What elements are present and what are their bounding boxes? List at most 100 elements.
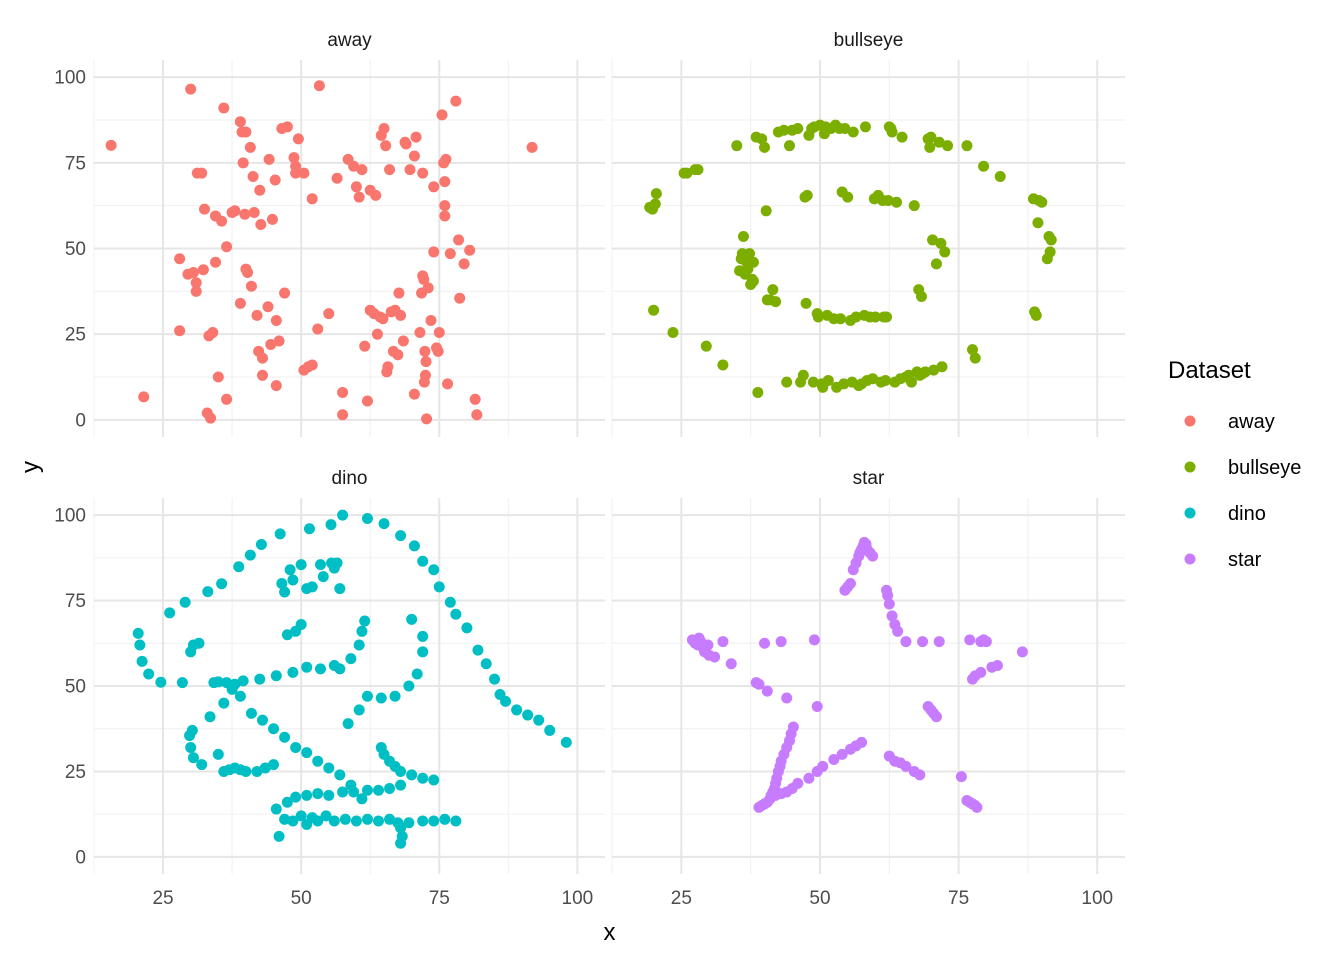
- data-point-dino: [417, 815, 429, 827]
- data-point-dino: [132, 627, 144, 639]
- data-point-dino: [417, 772, 429, 784]
- data-point-away: [292, 133, 304, 145]
- data-point-dino: [184, 730, 196, 742]
- data-point-bullseye: [744, 248, 756, 260]
- data-point-bullseye: [650, 188, 662, 200]
- y-tick-label: 100: [54, 506, 86, 527]
- data-point-dino: [295, 618, 307, 630]
- data-point-bullseye: [800, 297, 812, 309]
- data-point-bullseye: [915, 290, 927, 302]
- data-point-away: [408, 150, 420, 162]
- data-point-dino: [259, 762, 271, 774]
- data-point-away: [174, 325, 186, 337]
- data-point-bullseye: [930, 258, 942, 270]
- data-point-dino: [317, 571, 329, 583]
- data-point-dino: [212, 676, 224, 688]
- data-point-away: [410, 131, 422, 143]
- data-point-away: [138, 391, 150, 403]
- data-point-star: [817, 760, 829, 772]
- data-point-dino: [312, 788, 324, 800]
- data-point-bullseye: [822, 374, 834, 386]
- data-point-bullseye: [978, 160, 990, 172]
- data-point-bullseye: [752, 386, 764, 398]
- data-point-dino: [234, 690, 246, 702]
- data-point-dino: [461, 622, 473, 634]
- x-tick-label: 100: [1081, 888, 1113, 909]
- data-point-away: [359, 340, 371, 352]
- data-point-dino: [356, 793, 368, 805]
- data-point-dino: [444, 596, 456, 608]
- data-point-star: [882, 589, 894, 601]
- x-tick-label: 50: [291, 888, 312, 909]
- data-point-star: [964, 634, 976, 646]
- data-point-bullseye: [767, 284, 779, 296]
- data-point-away: [432, 345, 444, 357]
- data-point-away: [265, 338, 277, 350]
- data-point-away: [419, 369, 431, 381]
- data-point-bullseye: [969, 352, 981, 364]
- data-point-away: [254, 184, 266, 196]
- data-point-bullseye: [781, 376, 793, 388]
- legend-label-away: away: [1228, 411, 1275, 433]
- data-point-dino: [301, 661, 313, 673]
- data-point-bullseye: [731, 140, 743, 152]
- data-point-star: [914, 769, 926, 781]
- data-point-dino: [290, 742, 302, 754]
- data-point-away: [269, 174, 281, 186]
- data-point-dino: [450, 815, 462, 827]
- data-point-away: [377, 313, 389, 325]
- data-point-away: [240, 126, 252, 138]
- data-point-dino: [328, 815, 340, 827]
- data-point-dino: [428, 564, 440, 576]
- data-point-dino: [290, 791, 302, 803]
- data-point-away: [256, 369, 268, 381]
- data-point-dino: [353, 639, 365, 651]
- y-tick-label: 25: [65, 762, 86, 783]
- x-tick-label: 75: [948, 888, 969, 909]
- data-point-bullseye: [859, 121, 871, 133]
- data-point-dino: [143, 668, 155, 680]
- data-point-away: [244, 141, 256, 153]
- data-point-bullseye: [1036, 196, 1048, 208]
- data-point-dino: [353, 704, 365, 716]
- data-point-bullseye: [869, 311, 881, 323]
- data-point-dino: [408, 540, 420, 552]
- data-point-star: [828, 753, 840, 765]
- panel-away: away 0 25 50 75 100: [54, 30, 605, 437]
- data-point-dino: [164, 607, 176, 619]
- data-point-dino: [281, 629, 293, 641]
- data-point-dino: [334, 663, 346, 675]
- data-point-dino: [348, 786, 360, 798]
- data-point-bullseye: [700, 340, 712, 352]
- data-point-dino: [187, 752, 199, 764]
- data-point-dino: [560, 736, 572, 748]
- data-point-star: [759, 637, 771, 649]
- data-point-dino: [511, 704, 523, 716]
- data-point-dino: [256, 714, 268, 726]
- data-point-star: [930, 711, 942, 723]
- data-point-away: [210, 256, 222, 268]
- data-point-away: [273, 335, 285, 347]
- data-point-dino: [312, 815, 324, 827]
- data-point-away: [337, 386, 349, 398]
- data-point-dino: [375, 692, 387, 704]
- data-point-dino: [279, 586, 291, 598]
- data-point-away: [348, 160, 360, 172]
- data-point-dino: [216, 578, 228, 590]
- data-point-away: [370, 189, 382, 201]
- data-point-dino: [185, 646, 197, 658]
- data-point-star: [900, 760, 912, 772]
- data-point-away: [270, 314, 282, 326]
- data-point-bullseye: [737, 231, 749, 243]
- data-point-dino: [287, 815, 299, 827]
- data-point-dino: [284, 564, 296, 576]
- x-tick-label: 75: [429, 888, 450, 909]
- data-point-away: [337, 409, 349, 421]
- data-point-dino: [384, 813, 396, 825]
- data-point-away: [414, 326, 426, 338]
- data-point-star: [971, 801, 983, 813]
- data-point-bullseye: [649, 198, 661, 210]
- data-point-star: [787, 721, 799, 733]
- data-point-dino: [403, 817, 415, 829]
- data-point-star: [702, 639, 714, 651]
